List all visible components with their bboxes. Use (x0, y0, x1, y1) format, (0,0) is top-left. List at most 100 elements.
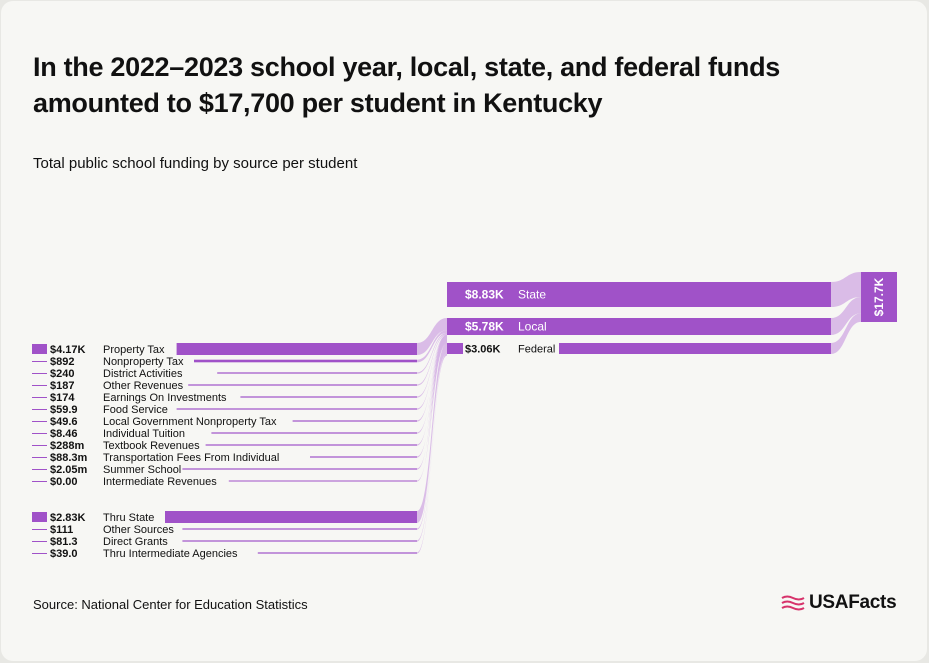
item-bar-direct-grants (182, 540, 417, 542)
item-marker-intermediate-revenues (32, 481, 47, 482)
item-marker-food-service (32, 409, 47, 410)
source-node-federal (447, 343, 831, 354)
item-name-direct-grants: Direct Grants (103, 536, 168, 548)
item-value-other-sources: $111 (50, 524, 73, 536)
item-value-food-service: $59.9 (50, 404, 78, 416)
source-value-local: $5.78K (465, 320, 504, 334)
item-bar-nonproperty-tax (194, 359, 417, 363)
item-bar-summer-school (182, 468, 417, 470)
item-bar-textbook-revenues (205, 444, 417, 446)
item-value-earnings-on-investments: $174 (50, 392, 75, 404)
link-individual-tuition-to-local (417, 335, 447, 434)
link-other-sources-to-federal (417, 353, 447, 530)
link-district-activities-to-local (417, 332, 447, 374)
item-name-thru-state: Thru State (103, 512, 154, 524)
item-bar-thru-state (165, 511, 417, 523)
item-name-other-revenues: Other Revenues (103, 380, 184, 392)
item-value-textbook-revenues: $288m (50, 440, 84, 452)
item-bar-transportation-fees-from-individual (310, 456, 417, 458)
source-node-state (447, 282, 831, 307)
item-name-textbook-revenues: Textbook Revenues (103, 440, 200, 452)
item-name-earnings-on-investments: Earnings On Investments (103, 392, 227, 404)
link-state-to-total (831, 272, 861, 307)
item-name-district-activities: District Activities (103, 368, 183, 380)
item-name-summer-school: Summer School (103, 464, 181, 476)
item-value-thru-state: $2.83K (50, 512, 86, 524)
source-value-federal: $3.06K (465, 344, 501, 356)
source-name-local: Local (518, 320, 547, 334)
flag-icon (781, 595, 805, 611)
logo-text: USAFacts (809, 592, 897, 613)
item-marker-transportation-fees-from-individual (32, 457, 47, 458)
link-textbook-revenues-to-local (417, 335, 447, 446)
item-name-thru-intermediate-agencies: Thru Intermediate Agencies (103, 548, 238, 560)
item-value-property-tax: $4.17K (50, 344, 86, 356)
link-property-tax-to-local (417, 318, 447, 355)
link-direct-grants-to-federal (417, 354, 447, 542)
item-marker-textbook-revenues (32, 445, 47, 446)
item-bar-property-tax (176, 343, 417, 355)
link-other-revenues-to-local (417, 334, 447, 386)
item-marker-other-sources (32, 529, 47, 530)
chart-subtitle: Total public school funding by source pe… (33, 155, 358, 172)
link-food-service-to-local (417, 335, 447, 410)
total-node-label: $17.7K (872, 277, 886, 316)
link-nonproperty-tax-to-local (417, 330, 447, 363)
source-label-band-federal (463, 343, 559, 354)
source-name-federal: Federal (518, 344, 555, 356)
item-marker-thru-intermediate-agencies (32, 553, 47, 554)
link-local-to-total (831, 296, 861, 335)
source-name-state: State (518, 288, 546, 302)
item-bar-thru-intermediate-agencies (257, 552, 417, 554)
source-node-local (447, 318, 831, 335)
item-value-nonproperty-tax: $892 (50, 356, 74, 368)
item-value-thru-intermediate-agencies: $39.0 (50, 548, 78, 560)
item-value-local-government-nonproperty-tax: $49.6 (50, 416, 78, 428)
item-bar-other-sources (182, 528, 417, 530)
item-bar-individual-tuition (211, 432, 417, 434)
item-value-intermediate-revenues: $0.00 (50, 476, 78, 488)
item-marker-thru-state (32, 512, 47, 522)
item-bar-local-government-nonproperty-tax (292, 420, 417, 422)
chart-title: In the 2022–2023 school year, local, sta… (33, 52, 781, 118)
link-intermediate-revenues-to-local (417, 335, 447, 482)
item-value-individual-tuition: $8.46 (50, 428, 78, 440)
link-transportation-fees-from-individual-to-local (417, 335, 447, 458)
item-marker-other-revenues (32, 385, 47, 386)
item-bar-district-activities (217, 372, 417, 374)
item-marker-summer-school (32, 469, 47, 470)
link-summer-school-to-local (417, 335, 447, 470)
item-value-district-activities: $240 (50, 368, 74, 380)
item-value-summer-school: $2.05m (50, 464, 88, 476)
item-bar-intermediate-revenues (228, 480, 417, 482)
link-federal-to-total (831, 313, 861, 354)
item-name-individual-tuition: Individual Tuition (103, 428, 185, 440)
item-marker-earnings-on-investments (32, 397, 47, 398)
item-value-direct-grants: $81.3 (50, 536, 78, 548)
link-earnings-on-investments-to-local (417, 335, 447, 398)
item-value-transportation-fees-from-individual: $88.3m (50, 452, 88, 464)
link-local-government-nonproperty-tax-to-local (417, 335, 447, 422)
item-marker-direct-grants (32, 541, 47, 542)
link-thru-state-to-federal (417, 343, 447, 523)
item-name-food-service: Food Service (103, 404, 168, 416)
item-name-intermediate-revenues: Intermediate Revenues (103, 476, 217, 488)
item-marker-district-activities (32, 373, 47, 374)
item-value-other-revenues: $187 (50, 380, 74, 392)
item-name-other-sources: Other Sources (103, 524, 174, 536)
item-marker-individual-tuition (32, 433, 47, 434)
source-note: Source: National Center for Education St… (33, 597, 308, 612)
item-name-nonproperty-tax: Nonproperty Tax (103, 356, 184, 368)
item-name-property-tax: Property Tax (103, 344, 165, 356)
source-value-state: $8.83K (465, 288, 504, 302)
item-bar-food-service (176, 408, 417, 410)
item-marker-local-government-nonproperty-tax (32, 421, 47, 422)
item-marker-property-tax (32, 344, 47, 354)
item-bar-earnings-on-investments (240, 396, 417, 398)
link-thru-intermediate-agencies-to-federal (417, 354, 447, 554)
total-node (861, 272, 897, 322)
item-name-transportation-fees-from-individual: Transportation Fees From Individual (103, 452, 279, 464)
usafacts-logo[interactable]: USAFacts (781, 592, 897, 614)
item-marker-nonproperty-tax (32, 361, 47, 362)
